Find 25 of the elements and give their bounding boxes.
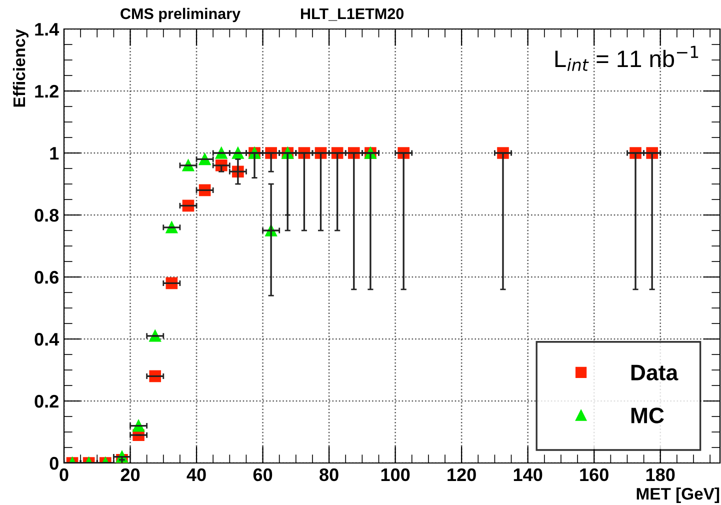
annotation: L$_{int}$ = 11 nb$^{−1}$ (555, 46, 698, 71)
x-tick-label: 20 (120, 468, 140, 482)
x-tick-label: 40 (186, 468, 206, 482)
y-tick-label: 1.4 (35, 23, 60, 36)
x-tick-label: 140 (514, 468, 542, 482)
y-tick-label: 1 (50, 147, 59, 160)
y-axis-title: Efficiency (12, 29, 28, 107)
x-tick-label: 60 (253, 468, 272, 482)
y-tick-label: 0.2 (34, 394, 58, 408)
y-tick-label: 0.6 (34, 270, 58, 284)
y-tick-label: 0 (50, 456, 58, 470)
y-tick-label: 0.4 (34, 332, 60, 346)
x-tick-label: 0 (60, 468, 68, 482)
chart-title: HLT_L1ETM20 (301, 8, 404, 21)
x-tick-label: 160 (580, 468, 608, 482)
legend-label: MC (631, 408, 664, 424)
chart-subtitle: CMS preliminary (120, 8, 240, 22)
x-tick-label: 80 (320, 468, 338, 482)
x-axis-title: MET [GeV] (636, 487, 720, 504)
x-tick-label: 100 (381, 468, 410, 482)
legend-label: Data (631, 364, 678, 380)
x-tick-label: 120 (448, 468, 476, 482)
y-tick-label: 0.8 (34, 208, 59, 222)
y-tick-label: 1.2 (35, 84, 58, 98)
x-tick-label: 180 (646, 468, 675, 482)
